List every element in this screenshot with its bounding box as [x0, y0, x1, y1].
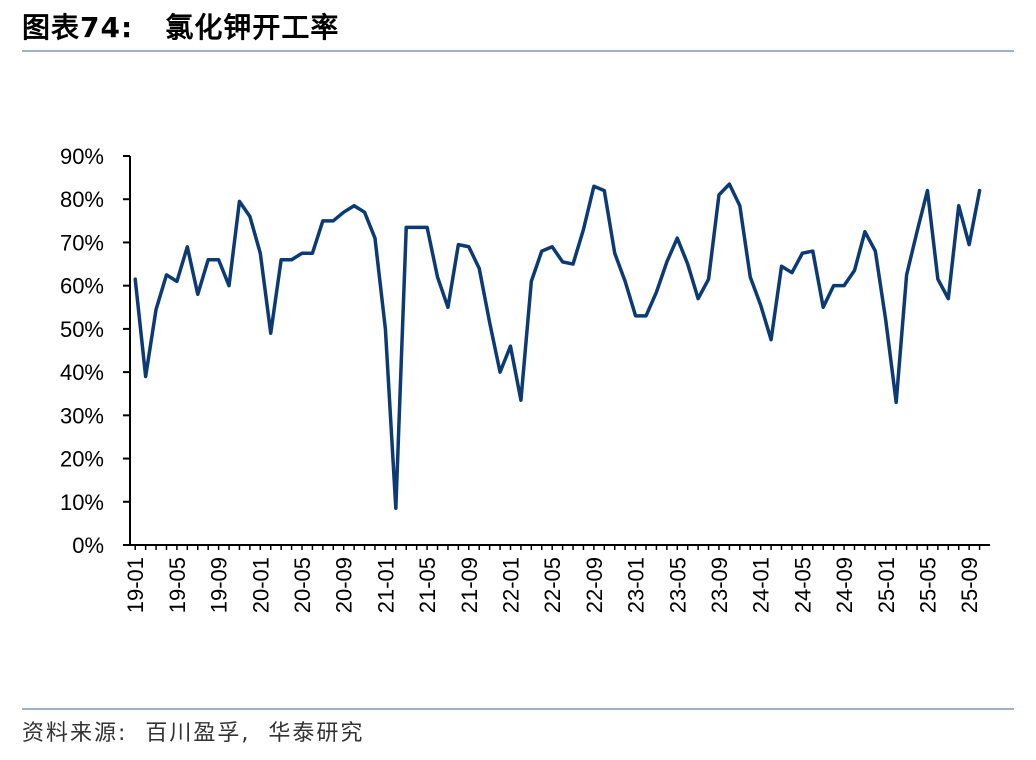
x-tick-label: 19-01 [123, 557, 148, 613]
bottom-divider [22, 708, 1014, 710]
x-tick-label: 25-05 [915, 557, 940, 613]
x-tick-label: 19-05 [165, 557, 190, 613]
x-axis: 19-01 19-05 19-09 20-01 20-05 20-09 21-01 21-05… [123, 544, 990, 613]
y-tick-label: 30% [60, 403, 104, 428]
x-tick-label: 20-01 [248, 557, 273, 613]
y-axis: 0% 10% 20% 30% 40% 50% 60% 70% 80% 90% [60, 144, 131, 558]
y-tick-label: 0% [72, 533, 104, 558]
y-tick-label: 80% [60, 187, 104, 212]
x-tick-label: 20-05 [290, 557, 315, 613]
x-tick-label: 21-01 [373, 557, 398, 613]
figure-title: 图表74: 氯化钾开工率 [22, 11, 340, 44]
y-tick-label: 50% [60, 317, 104, 342]
x-tick-label: 21-09 [457, 557, 482, 613]
series-layer [133, 182, 982, 511]
x-tick-label: 24-09 [832, 557, 857, 613]
x-tick-label: 22-05 [540, 557, 565, 613]
y-tick-label: 60% [60, 274, 104, 299]
source-note: 资料来源: 百川盈孚, 华泰研究 [22, 721, 365, 746]
y-tick-label: 10% [60, 490, 104, 515]
x-tick-label: 19-09 [207, 557, 232, 613]
y-tick-label: 90% [60, 144, 104, 169]
series-line [133, 182, 982, 511]
line-chart: 0% 10% 20% 30% 40% 50% 60% 70% 80% 90% 19-01 19-05… [60, 144, 990, 613]
x-tick-label: 21-05 [415, 557, 440, 613]
x-tick-label: 25-09 [957, 557, 982, 613]
x-tick-label: 22-09 [582, 557, 607, 613]
y-tick-label: 20% [60, 447, 104, 472]
x-tick-label: 24-01 [749, 557, 774, 613]
x-tick-label: 23-01 [624, 557, 649, 613]
x-tick-label: 25-01 [874, 557, 899, 613]
y-tick-label: 40% [60, 360, 104, 385]
x-tick-label: 20-09 [332, 557, 357, 613]
x-tick-label: 23-09 [707, 557, 732, 613]
x-tick-label: 24-05 [790, 557, 815, 613]
top-divider [22, 50, 1014, 52]
x-tick-label: 22-01 [498, 557, 523, 613]
x-tick-label: 23-05 [665, 557, 690, 613]
figure-header: 图表74: 氯化钾开工率 [22, 8, 339, 48]
y-tick-label: 70% [60, 230, 104, 255]
